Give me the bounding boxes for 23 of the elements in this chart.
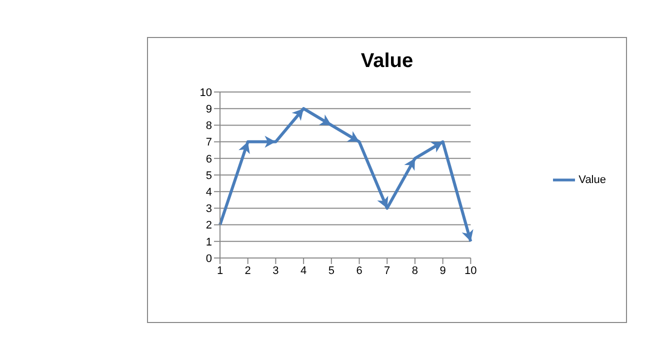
x-tick-label: 3 xyxy=(272,264,279,277)
y-tick-label: 2 xyxy=(206,220,212,232)
y-tick-label: 5 xyxy=(206,170,212,182)
x-tick-label: 10 xyxy=(464,264,477,277)
legend-label: Value xyxy=(578,174,606,186)
x-tick-label: 1 xyxy=(216,264,224,277)
y-tick-label: 6 xyxy=(206,153,212,166)
x-tick-label: 7 xyxy=(384,264,390,277)
chart-title: Value xyxy=(360,50,414,73)
y-tick-label: 9 xyxy=(206,104,212,116)
y-tick-label: 1 xyxy=(206,236,212,248)
x-tick-label: 9 xyxy=(440,264,446,277)
x-tick-label: 5 xyxy=(328,264,334,277)
y-tick-label: 0 xyxy=(206,252,212,265)
y-tick-label: 4 xyxy=(206,186,212,199)
x-tick-label: 2 xyxy=(244,264,251,277)
y-tick-label: 3 xyxy=(206,203,212,216)
x-tick-label: 6 xyxy=(356,264,362,277)
x-tick-label: 4 xyxy=(300,264,307,277)
y-tick-label: 8 xyxy=(206,120,212,132)
x-tick-label: 8 xyxy=(412,264,418,277)
y-tick-label: 7 xyxy=(206,136,212,149)
y-tick-label: 10 xyxy=(200,86,212,99)
